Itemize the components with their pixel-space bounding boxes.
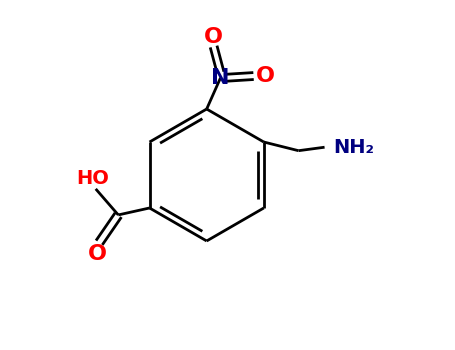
Text: O: O: [204, 27, 223, 47]
Text: O: O: [88, 244, 107, 264]
Text: NH₂: NH₂: [333, 138, 374, 157]
Text: HO: HO: [76, 169, 109, 188]
Text: O: O: [256, 66, 275, 86]
Text: N: N: [211, 68, 230, 88]
